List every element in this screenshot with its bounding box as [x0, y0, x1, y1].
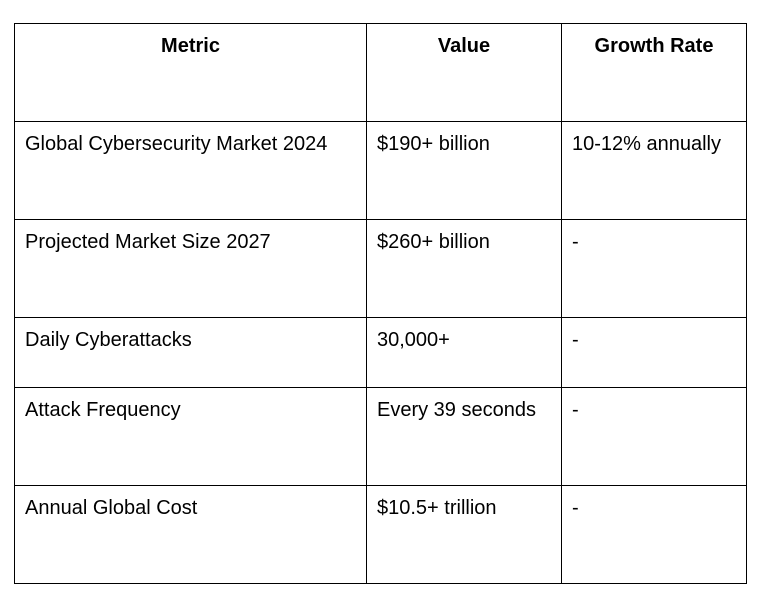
cell-value: Every 39 seconds: [366, 387, 562, 486]
header-value: Value: [366, 23, 562, 122]
table-row: Annual Global Cost $10.5+ trillion -: [14, 485, 747, 584]
table-row: Projected Market Size 2027 $260+ billion…: [14, 219, 747, 318]
table-header-row: Metric Value Growth Rate: [14, 23, 747, 122]
cell-metric: Projected Market Size 2027: [14, 219, 367, 318]
cell-metric: Daily Cyberattacks: [14, 317, 367, 388]
cell-growth-rate: -: [561, 485, 747, 584]
cell-growth-rate: -: [561, 219, 747, 318]
cell-value: 30,000+: [366, 317, 562, 388]
header-metric: Metric: [14, 23, 367, 122]
cell-growth-rate: 10-12% annually: [561, 121, 747, 220]
header-growth-rate: Growth Rate: [561, 23, 747, 122]
cell-value: $190+ billion: [366, 121, 562, 220]
cell-value: $260+ billion: [366, 219, 562, 318]
table-row: Global Cybersecurity Market 2024 $190+ b…: [14, 121, 747, 220]
cell-growth-rate: -: [561, 387, 747, 486]
cell-metric: Attack Frequency: [14, 387, 367, 486]
metrics-table: Metric Value Growth Rate Global Cybersec…: [14, 23, 747, 584]
cell-value: $10.5+ trillion: [366, 485, 562, 584]
cell-growth-rate: -: [561, 317, 747, 388]
cell-metric: Global Cybersecurity Market 2024: [14, 121, 367, 220]
cell-metric: Annual Global Cost: [14, 485, 367, 584]
table-row: Attack Frequency Every 39 seconds -: [14, 387, 747, 486]
table-row: Daily Cyberattacks 30,000+ -: [14, 317, 747, 388]
